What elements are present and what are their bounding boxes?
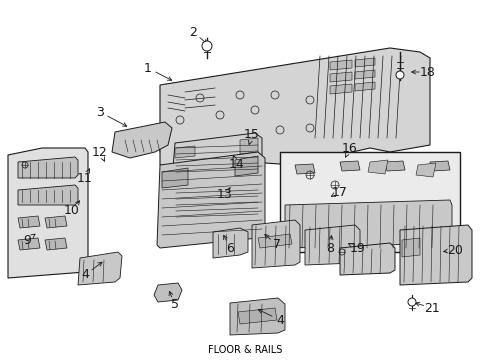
Text: 21: 21 [423,302,439,315]
Text: 4: 4 [276,314,284,327]
Text: 19: 19 [349,242,365,255]
Polygon shape [384,161,404,171]
Polygon shape [401,238,419,257]
Polygon shape [294,164,314,174]
Text: 8: 8 [325,242,333,255]
Polygon shape [8,148,88,278]
Polygon shape [18,216,40,228]
Polygon shape [235,156,258,176]
Polygon shape [238,308,276,324]
Polygon shape [399,225,471,285]
Polygon shape [251,220,299,268]
Polygon shape [45,216,67,228]
Polygon shape [209,183,235,195]
Polygon shape [162,168,187,188]
Text: FLOOR & RAILS: FLOOR & RAILS [207,345,282,355]
Polygon shape [415,163,435,177]
Polygon shape [112,122,172,158]
Text: 2: 2 [189,26,197,39]
Polygon shape [154,283,182,302]
Polygon shape [45,238,67,250]
Polygon shape [175,146,195,158]
Polygon shape [175,192,195,204]
Text: 17: 17 [331,185,347,198]
Polygon shape [160,48,429,168]
Polygon shape [367,160,387,174]
Text: 12: 12 [92,145,108,158]
Polygon shape [240,138,258,154]
Text: 10: 10 [64,203,80,216]
Text: 9: 9 [23,234,31,247]
Text: 1: 1 [144,62,152,75]
Polygon shape [285,200,451,248]
Text: 18: 18 [419,66,435,78]
Polygon shape [280,152,459,252]
Text: 5: 5 [171,298,179,311]
Polygon shape [329,60,351,70]
Polygon shape [329,84,351,94]
Polygon shape [339,161,359,171]
Text: 4: 4 [81,269,89,282]
Text: 3: 3 [96,105,104,118]
Polygon shape [18,185,78,205]
Polygon shape [305,225,359,265]
Text: 15: 15 [244,129,260,141]
Text: 6: 6 [225,242,233,255]
Polygon shape [78,252,122,285]
Polygon shape [354,58,374,67]
Text: 11: 11 [77,171,93,184]
Circle shape [395,71,403,79]
Polygon shape [172,133,262,183]
Polygon shape [339,243,394,275]
Polygon shape [18,157,78,178]
Polygon shape [213,228,247,258]
Polygon shape [172,178,262,228]
Polygon shape [354,70,374,79]
Text: 13: 13 [217,189,232,202]
Polygon shape [429,161,449,171]
Polygon shape [258,234,291,248]
Circle shape [202,41,212,51]
Text: 16: 16 [342,141,357,154]
Text: 7: 7 [272,238,281,252]
Polygon shape [18,238,40,250]
Circle shape [407,298,415,306]
Polygon shape [157,152,264,248]
Polygon shape [354,82,374,91]
Polygon shape [329,72,351,82]
Polygon shape [229,298,285,335]
Text: 20: 20 [446,243,462,256]
Text: 14: 14 [229,158,244,171]
